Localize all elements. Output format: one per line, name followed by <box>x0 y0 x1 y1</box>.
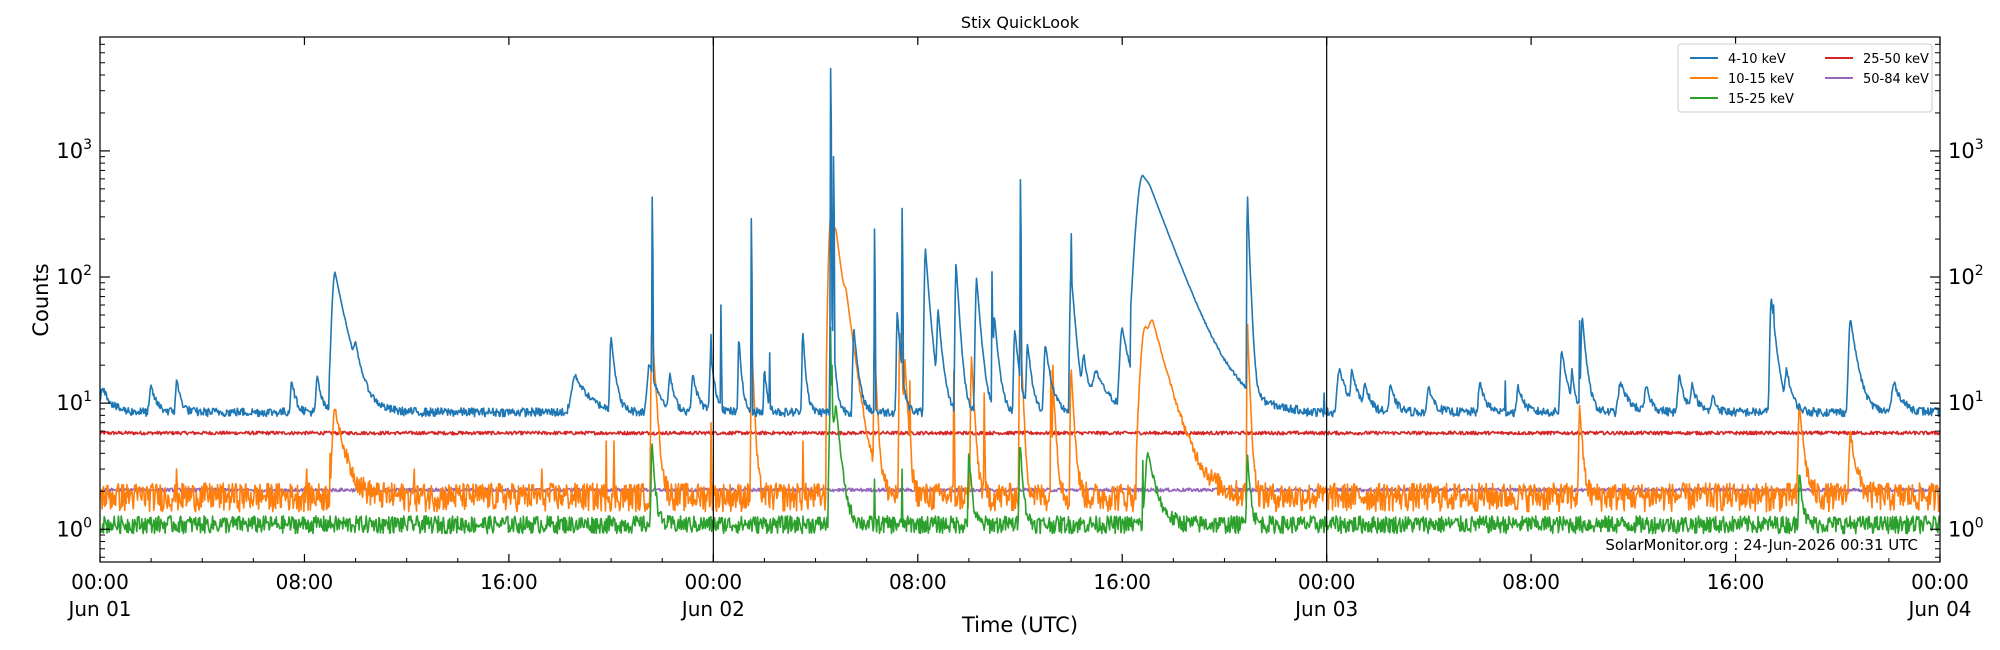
legend-entry-label: 10-15 keV <box>1728 72 1794 87</box>
chart-title: Stix QuickLook <box>961 13 1080 32</box>
series-line-25-50-kev <box>100 430 1940 436</box>
y-tick-label-right: 103 <box>1948 137 1984 163</box>
x-tick-date-label: Jun 01 <box>66 597 131 621</box>
legend: 4-10 keV 10-15 keV 15-25 keV 25-50 keV 50-84… <box>1677 43 1933 113</box>
x-tick-label: 00:00 <box>1911 570 1969 594</box>
watermark-annotation: SolarMonitor.org : 24-Jun-2026 00:31 UTC <box>1605 536 1918 554</box>
y-tick-label-right: 102 <box>1948 263 1984 289</box>
series-line-4-10-kev <box>100 67 1940 418</box>
y-tick-label-right: 101 <box>1948 389 1984 415</box>
legend-entry-label: 50-84 keV <box>1863 72 1929 87</box>
x-axis: 00:00 Jun 01 08:00 16:00 00:00 Jun 02 08:00 16:… <box>66 37 1972 621</box>
y-tick-label-right: 100 <box>1948 515 1984 541</box>
x-axis-label: Time (UTC) <box>961 613 1078 637</box>
legend-entry-label: 4-10 keV <box>1728 52 1786 67</box>
y-tick-label: 100 <box>56 515 92 541</box>
y-axis-label: Counts <box>29 263 53 336</box>
series-line-15-25-kev <box>100 326 1940 535</box>
series-layer <box>100 67 1940 535</box>
x-tick-label: 16:00 <box>1707 570 1765 594</box>
legend-box <box>1677 43 1933 113</box>
x-tick-label: 16:00 <box>1093 570 1151 594</box>
x-tick-label: 08:00 <box>276 570 334 594</box>
x-tick-label: 16:00 <box>480 570 538 594</box>
y-tick-label: 102 <box>56 263 92 289</box>
x-tick-date-label: Jun 04 <box>1906 597 1971 621</box>
x-tick-label: 08:00 <box>889 570 947 594</box>
x-tick-label: 00:00 <box>71 570 129 594</box>
x-tick-label: 00:00 <box>685 570 743 594</box>
x-tick-label: 08:00 <box>1502 570 1560 594</box>
x-tick-label: 00:00 <box>1298 570 1356 594</box>
day-boundary-lines <box>712 37 1328 562</box>
x-tick-date-label: Jun 03 <box>1293 597 1358 621</box>
y-tick-label: 101 <box>56 389 92 415</box>
legend-entry-label: 15-25 keV <box>1728 92 1794 107</box>
y-tick-label: 103 <box>56 137 92 163</box>
legend-entry-label: 25-50 keV <box>1863 52 1929 67</box>
y-axis: 100 100 101 101 102 102 103 103 <box>56 36 1984 558</box>
x-tick-date-label: Jun 02 <box>680 597 745 621</box>
